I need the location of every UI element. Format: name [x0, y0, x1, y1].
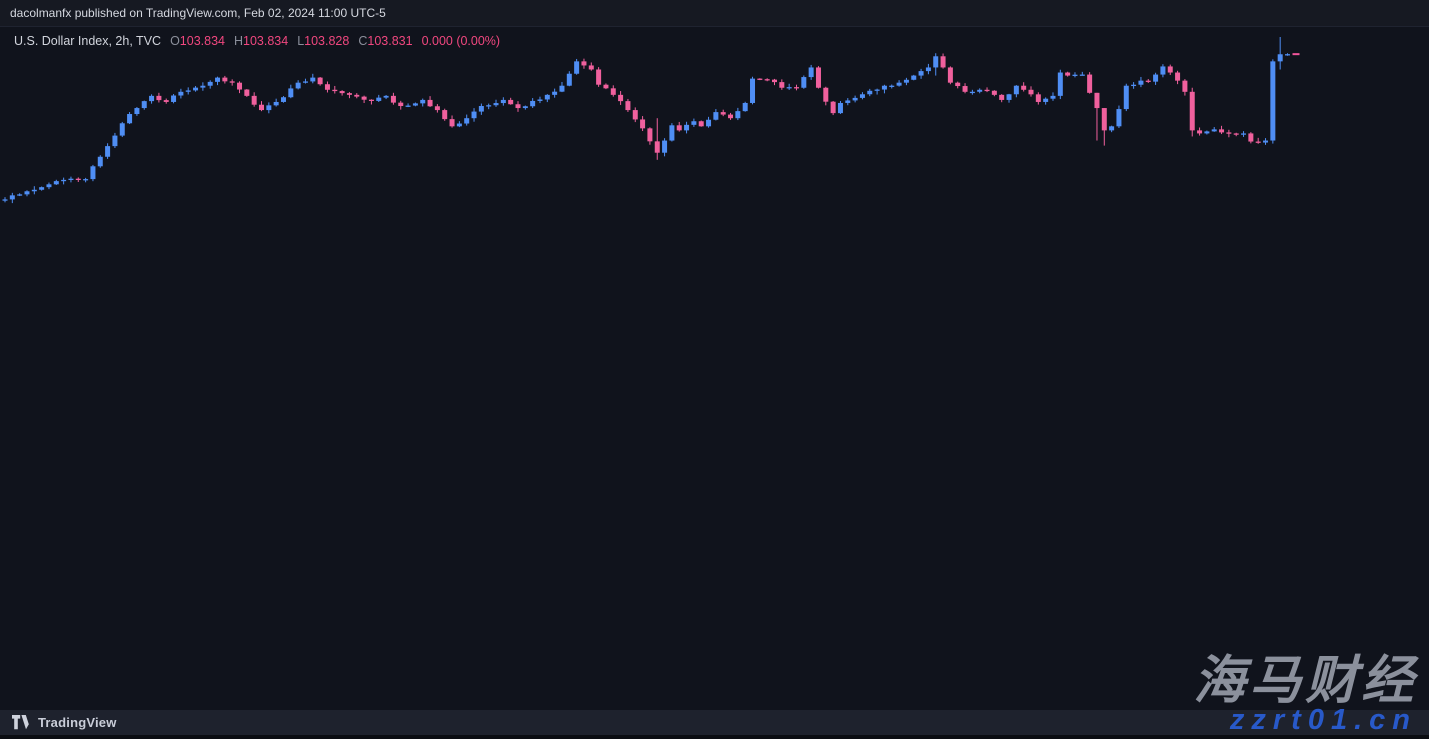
legend-ohlc-value: 103.828 [304, 34, 349, 48]
legend-ohlc-key: O [170, 34, 180, 48]
footer-brand[interactable]: TradingView [38, 715, 117, 730]
symbol-legend[interactable]: U.S. Dollar Index, 2h, TVCO103.834H103.8… [14, 34, 500, 48]
bottom-strip [0, 735, 1429, 739]
tradingview-logo-icon[interactable] [12, 715, 31, 730]
candlestick-canvas[interactable] [0, 27, 1429, 711]
publish-text: dacolmanfx published on TradingView.com,… [10, 6, 386, 20]
legend-ohlc-key: H [234, 34, 243, 48]
footer-bar: TradingView [0, 710, 1429, 735]
watermark-cn: 海马财经 [1190, 638, 1429, 713]
publish-bar: dacolmanfx published on TradingView.com,… [0, 0, 1429, 26]
legend-ohlc: O103.834H103.834L103.828C103.831 [161, 34, 413, 48]
legend-change: 0.000 (0.00%) [422, 34, 501, 48]
legend-ohlc-value: 103.834 [243, 34, 288, 48]
legend-ohlc-value: 103.831 [367, 34, 412, 48]
watermark-url: zzrt01.cn [1230, 704, 1417, 737]
legend-title: U.S. Dollar Index, 2h, TVC [14, 34, 161, 48]
legend-ohlc-value: 103.834 [180, 34, 225, 48]
chart-region: U.S. Dollar Index, 2h, TVCO103.834H103.8… [0, 26, 1429, 710]
tradingview-published-chart: { "publish_bar": { "text": "dacolmanfx p… [0, 0, 1429, 739]
